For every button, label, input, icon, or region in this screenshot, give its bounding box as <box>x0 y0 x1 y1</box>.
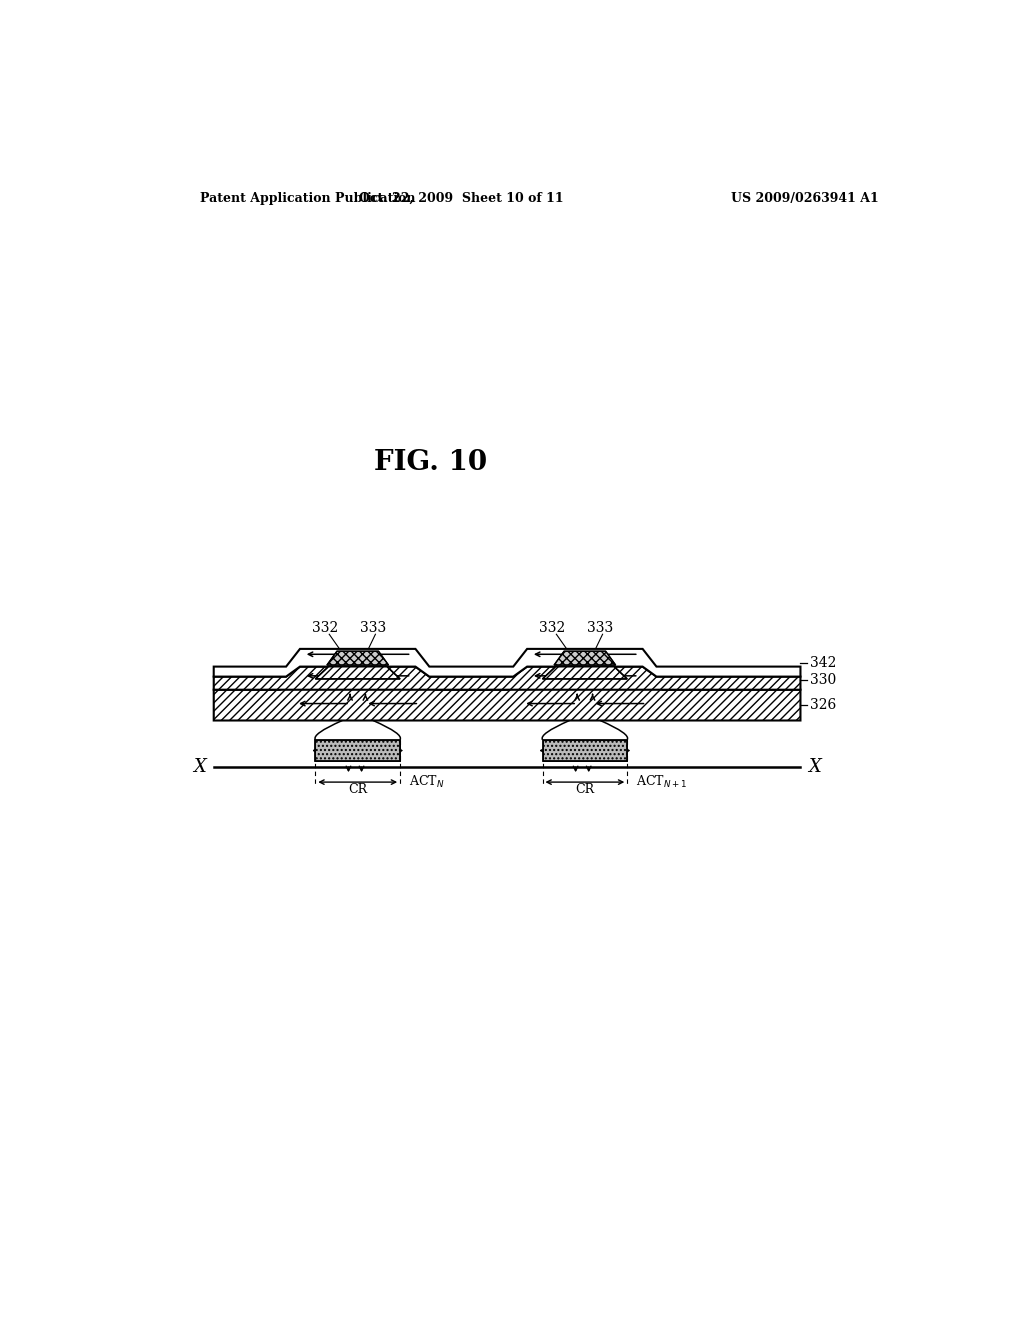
Text: 326: 326 <box>810 698 836 711</box>
Polygon shape <box>554 651 615 665</box>
Polygon shape <box>315 739 400 762</box>
Text: 332: 332 <box>540 622 565 635</box>
Polygon shape <box>315 667 400 678</box>
Text: 333: 333 <box>360 622 386 635</box>
Polygon shape <box>214 684 801 721</box>
Text: ACT$_N$: ACT$_N$ <box>410 774 444 791</box>
Text: CR: CR <box>575 783 594 796</box>
Polygon shape <box>214 649 801 677</box>
Polygon shape <box>543 739 628 762</box>
Text: 342: 342 <box>810 656 836 669</box>
Text: CR: CR <box>348 783 368 796</box>
Text: X: X <box>808 758 821 776</box>
Polygon shape <box>543 667 628 678</box>
Polygon shape <box>327 651 388 665</box>
Text: 332: 332 <box>312 622 339 635</box>
Text: Oct. 22, 2009  Sheet 10 of 11: Oct. 22, 2009 Sheet 10 of 11 <box>359 191 564 205</box>
Text: X: X <box>194 758 206 776</box>
Text: ACT$_{N+1}$: ACT$_{N+1}$ <box>637 774 687 791</box>
Text: FIG. 10: FIG. 10 <box>375 449 487 477</box>
Text: US 2009/0263941 A1: US 2009/0263941 A1 <box>731 191 879 205</box>
Text: Patent Application Publication: Patent Application Publication <box>200 191 416 205</box>
Text: 330: 330 <box>810 673 836 688</box>
Polygon shape <box>214 667 801 689</box>
Text: 333: 333 <box>587 622 613 635</box>
